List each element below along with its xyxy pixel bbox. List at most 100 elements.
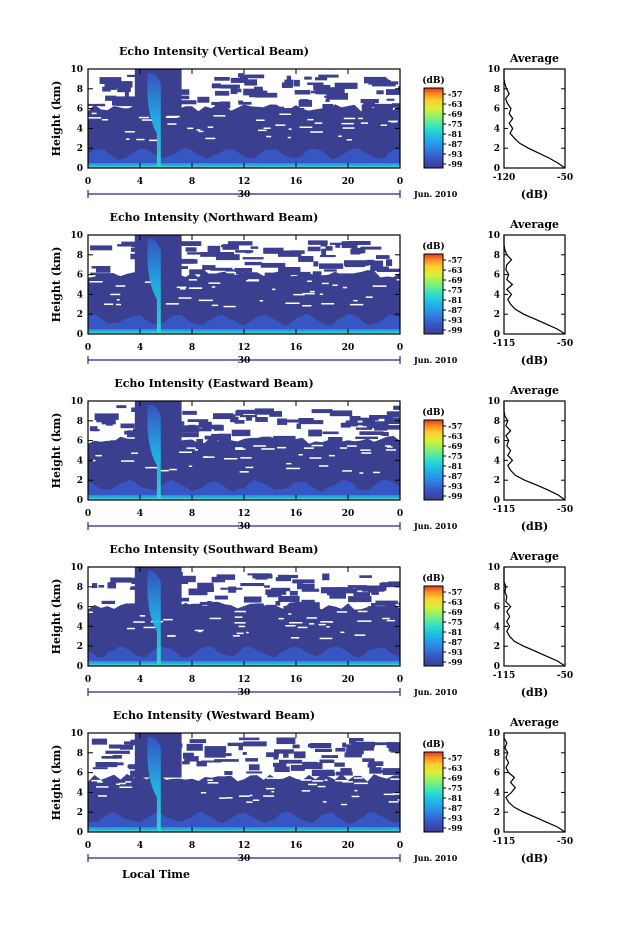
echo-patch: [289, 605, 308, 611]
echo-patch: [301, 602, 320, 610]
echo-patch: [300, 420, 324, 425]
echo-gap: [306, 617, 317, 619]
echo-patch: [328, 437, 343, 444]
echo-patch: [329, 410, 353, 417]
echo-patch: [298, 256, 314, 262]
echo-patch: [175, 604, 192, 608]
y-tick-label: 2: [77, 476, 83, 486]
y-tick-label: 10: [70, 231, 83, 241]
echo-gap: [390, 778, 400, 780]
x-tick-label: 12: [238, 177, 251, 187]
echo-patch: [396, 418, 400, 423]
month-label: Jun. 2010: [413, 355, 458, 365]
colorbar: (dB) -57-63-69-75-81-87-93-99: [422, 407, 463, 501]
colorbar-tick-label: -99: [448, 159, 463, 169]
echo-patch: [292, 579, 315, 584]
echo-patch: [354, 422, 378, 426]
echo-gap: [200, 792, 207, 794]
echo-gap: [357, 620, 372, 622]
avg-y-tick-label: 2: [494, 476, 500, 486]
avg-y-tick-label: 2: [494, 310, 500, 320]
echo-patch: [240, 74, 265, 79]
average-profile-chart: Average 0 2 4 6 8 10 -115 -50 (dB): [487, 550, 573, 699]
echo-gap: [91, 112, 97, 115]
echo-patch: [188, 424, 196, 428]
colorbar-tick-label: -75: [448, 285, 462, 295]
echo-patch: [334, 82, 358, 89]
echo-gap: [186, 447, 196, 449]
echo-gap: [354, 782, 368, 785]
echo-patch: [356, 749, 361, 753]
y-tick-label: 8: [77, 417, 83, 427]
echo-patch: [175, 259, 198, 264]
echo-patch: [298, 99, 312, 107]
echo-patch: [112, 96, 135, 102]
echo-patch: [335, 771, 353, 776]
echo-gap: [126, 627, 135, 630]
echo-gap: [92, 459, 96, 462]
echo-patch: [278, 250, 302, 257]
avg-y-tick-label: 4: [494, 124, 500, 134]
echo-patch: [264, 106, 284, 113]
echo-gap: [289, 622, 303, 624]
echo-patch: [202, 424, 222, 430]
x-tick-label: 0: [85, 841, 91, 851]
echo-patch: [201, 760, 222, 763]
month-label: Jun. 2010: [413, 687, 458, 697]
avg-y-tick-label: 8: [494, 417, 500, 427]
colorbar-tick-label: -99: [448, 491, 463, 501]
colorbar: (dB) -57-63-69-75-81-87-93-99: [422, 241, 463, 335]
echo-patch: [231, 429, 251, 437]
echo-patch: [376, 255, 390, 259]
echo-patch: [398, 602, 400, 606]
echo-patch: [182, 410, 197, 415]
average-profile-line: [503, 235, 566, 335]
echo-patch: [230, 416, 239, 423]
echo-gap: [167, 115, 180, 118]
echo-patch: [124, 91, 129, 98]
x-tick-label: 0: [397, 177, 403, 187]
echo-gap: [95, 454, 102, 457]
echo-patch: [211, 101, 228, 106]
echo-heatmap: [87, 400, 401, 501]
y-tick-label: 6: [77, 105, 83, 115]
echo-patch: [182, 761, 190, 765]
echo-gap: [119, 782, 126, 785]
echo-patch: [313, 261, 319, 267]
echo-patch: [121, 241, 139, 245]
colorbar-tick-label: -69: [448, 441, 463, 451]
echo-gap: [238, 625, 246, 628]
echo-patch: [128, 603, 139, 610]
y-axis-label: Height (km): [50, 745, 63, 821]
colorbar-tick-label: -81: [448, 129, 462, 139]
y-tick-label: 0: [77, 164, 83, 174]
echo-patch: [91, 738, 107, 745]
echo-gap: [279, 113, 291, 115]
echo-patch: [355, 587, 375, 591]
echo-gap: [110, 293, 121, 296]
echo-gap: [308, 623, 315, 625]
colorbar-tick-label: -69: [448, 773, 463, 783]
echo-patch: [110, 577, 132, 583]
colorbar-scale: [423, 419, 444, 501]
echo-patch: [92, 767, 108, 770]
day-label: 30: [238, 854, 251, 864]
echo-patch: [371, 603, 394, 606]
echo-gap: [360, 122, 369, 124]
avg-x-axis-label: (dB): [521, 188, 548, 201]
echo-layer-ground: [88, 313, 400, 334]
y-tick-label: 0: [77, 496, 83, 506]
echo-gap: [139, 615, 146, 617]
echo-patch: [302, 583, 315, 591]
echo-patch: [254, 408, 274, 415]
x-tick-label: 8: [189, 675, 195, 685]
avg-y-tick-label: 0: [494, 330, 500, 340]
echo-gap: [288, 613, 292, 615]
colorbar-unit: (dB): [422, 241, 444, 252]
echo-layer-ground: [88, 479, 400, 500]
echo-gap: [246, 631, 249, 634]
echo-gap: [194, 449, 198, 451]
echo-gap: [188, 287, 201, 289]
echo-gap: [386, 619, 395, 622]
echo-patch: [95, 273, 115, 277]
